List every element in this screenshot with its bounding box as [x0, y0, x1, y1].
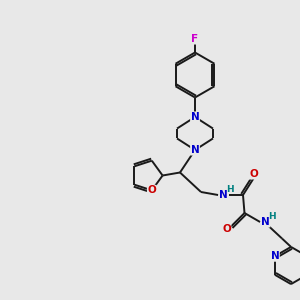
- Text: N: N: [261, 217, 270, 227]
- Text: O: O: [222, 224, 231, 235]
- Text: N: N: [190, 112, 200, 122]
- Text: O: O: [147, 185, 156, 195]
- Text: H: H: [268, 212, 276, 221]
- Text: N: N: [271, 251, 279, 261]
- Text: F: F: [191, 34, 199, 44]
- Text: N: N: [219, 190, 228, 200]
- Text: O: O: [249, 169, 258, 179]
- Text: H: H: [226, 185, 234, 194]
- Text: N: N: [190, 145, 200, 155]
